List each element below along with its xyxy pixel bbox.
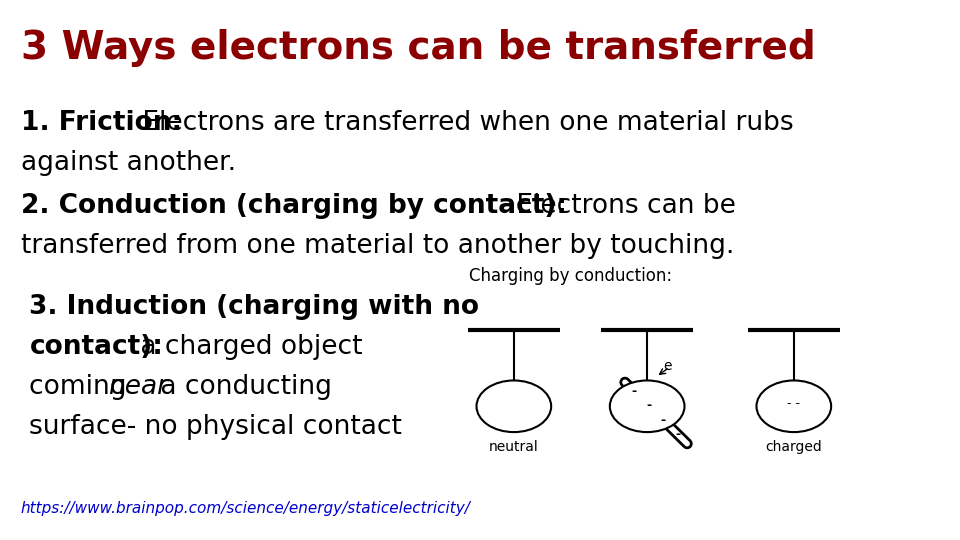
- Text: e: e: [663, 359, 672, 373]
- Text: neutral: neutral: [489, 441, 539, 455]
- Ellipse shape: [476, 381, 551, 432]
- Text: against another.: against another.: [20, 150, 235, 176]
- Text: Electrons are transferred when one material rubs: Electrons are transferred when one mater…: [134, 110, 794, 136]
- Text: coming: coming: [30, 374, 135, 400]
- Text: Charging by conduction:: Charging by conduction:: [469, 267, 673, 285]
- Text: https://www.brainpop.com/science/energy/staticelectricity/: https://www.brainpop.com/science/energy/…: [20, 501, 470, 516]
- Text: -: -: [646, 399, 652, 413]
- Text: -: -: [660, 414, 666, 427]
- Text: 3. Induction (charging with no: 3. Induction (charging with no: [30, 294, 479, 320]
- Text: 2. Conduction (charging by contact):: 2. Conduction (charging by contact):: [20, 192, 566, 219]
- Text: - -: - -: [787, 397, 801, 410]
- Text: 1. Friction:: 1. Friction:: [20, 110, 181, 136]
- Ellipse shape: [756, 381, 831, 432]
- Text: transferred from one material to another by touching.: transferred from one material to another…: [20, 233, 734, 259]
- Text: surface- no physical contact: surface- no physical contact: [30, 414, 402, 440]
- Text: -: -: [675, 428, 681, 441]
- Text: Electrons can be: Electrons can be: [508, 192, 735, 219]
- Text: a charged object: a charged object: [132, 334, 362, 360]
- Text: contact):: contact):: [30, 334, 163, 360]
- Text: a conducting: a conducting: [152, 374, 332, 400]
- Ellipse shape: [610, 381, 684, 432]
- Text: 3 Ways electrons can be transferred: 3 Ways electrons can be transferred: [20, 30, 815, 68]
- Text: -: -: [632, 385, 636, 398]
- Text: charged: charged: [765, 441, 822, 455]
- Text: near: near: [108, 374, 168, 400]
